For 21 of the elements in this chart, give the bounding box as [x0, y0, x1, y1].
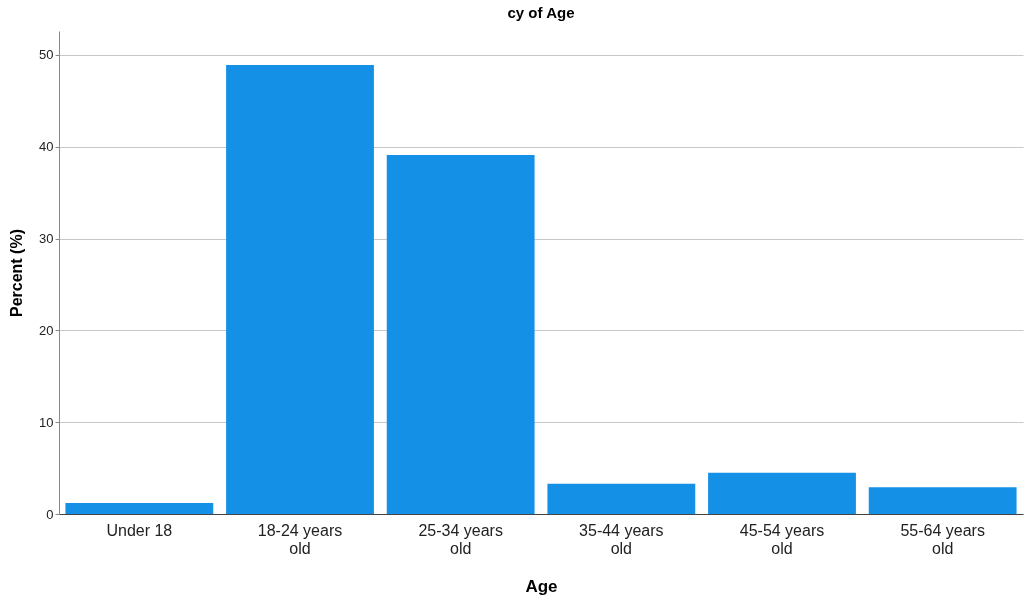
bar: [386, 154, 535, 514]
y-tick-label: 40: [39, 139, 54, 155]
chart-title: cy of Age: [507, 4, 575, 21]
bar: [547, 483, 696, 514]
bar: [708, 472, 856, 514]
y-tick-label: 0: [46, 506, 54, 522]
x-tick-label: 18-24 years old: [257, 521, 343, 557]
x-axis-title: Age: [525, 576, 558, 596]
x-tick-label: 25-34 years old: [418, 521, 503, 557]
bar: [868, 487, 1017, 514]
x-tick-label: Under 18: [106, 521, 173, 539]
y-tick-label: 10: [39, 414, 54, 430]
y-tick-label: 20: [39, 322, 54, 338]
x-tick-label: 55-64 years old: [900, 521, 985, 557]
y-tick-label: 30: [39, 231, 54, 247]
bar: [65, 502, 214, 514]
x-tick-label: 35-44 years old: [579, 521, 664, 557]
y-tick-label: 50: [39, 47, 54, 63]
y-axis-title: Percent (%): [8, 228, 26, 318]
bar: [226, 64, 374, 514]
x-tick-label: 45-54 years old: [739, 521, 825, 557]
